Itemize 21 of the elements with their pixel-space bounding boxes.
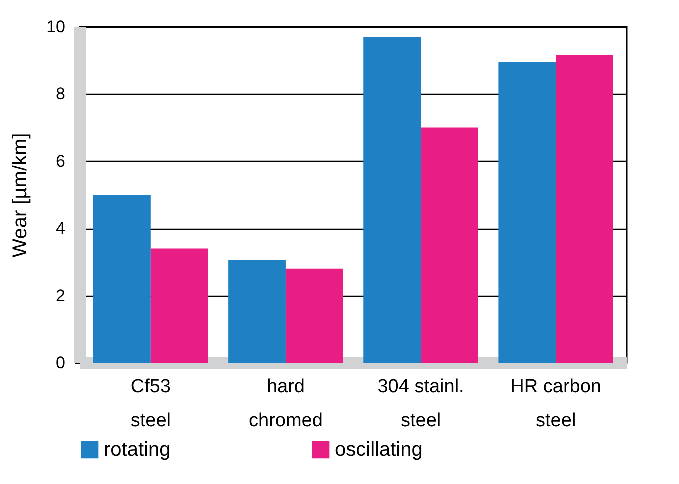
- bar: [556, 56, 614, 363]
- x-tick-label: hard chromed: [249, 376, 323, 432]
- bar: [228, 260, 286, 363]
- y-tick-label: 2: [56, 286, 66, 306]
- bar: [421, 128, 478, 363]
- legend-label: oscillating: [335, 439, 423, 461]
- y-tick-label: 4: [56, 219, 66, 238]
- x-tick-label: HR carbon steel: [510, 376, 602, 432]
- bar: [286, 268, 344, 363]
- x-tick-label: 304 stainl. steel: [378, 376, 464, 432]
- bar: [498, 62, 556, 363]
- y-tick-label: 10: [46, 18, 66, 36]
- y-tick-label: 6: [56, 152, 66, 171]
- y-axis-title: Wear [µm/km]: [10, 133, 32, 258]
- bar: [94, 195, 151, 363]
- x-tick-label: Cf53 steel: [130, 376, 171, 432]
- bar: [150, 248, 208, 363]
- y-tick-label: 0: [56, 354, 66, 372]
- y-tick-label: 8: [56, 84, 66, 104]
- bar: [364, 37, 422, 363]
- legend-label: rotating: [104, 439, 171, 461]
